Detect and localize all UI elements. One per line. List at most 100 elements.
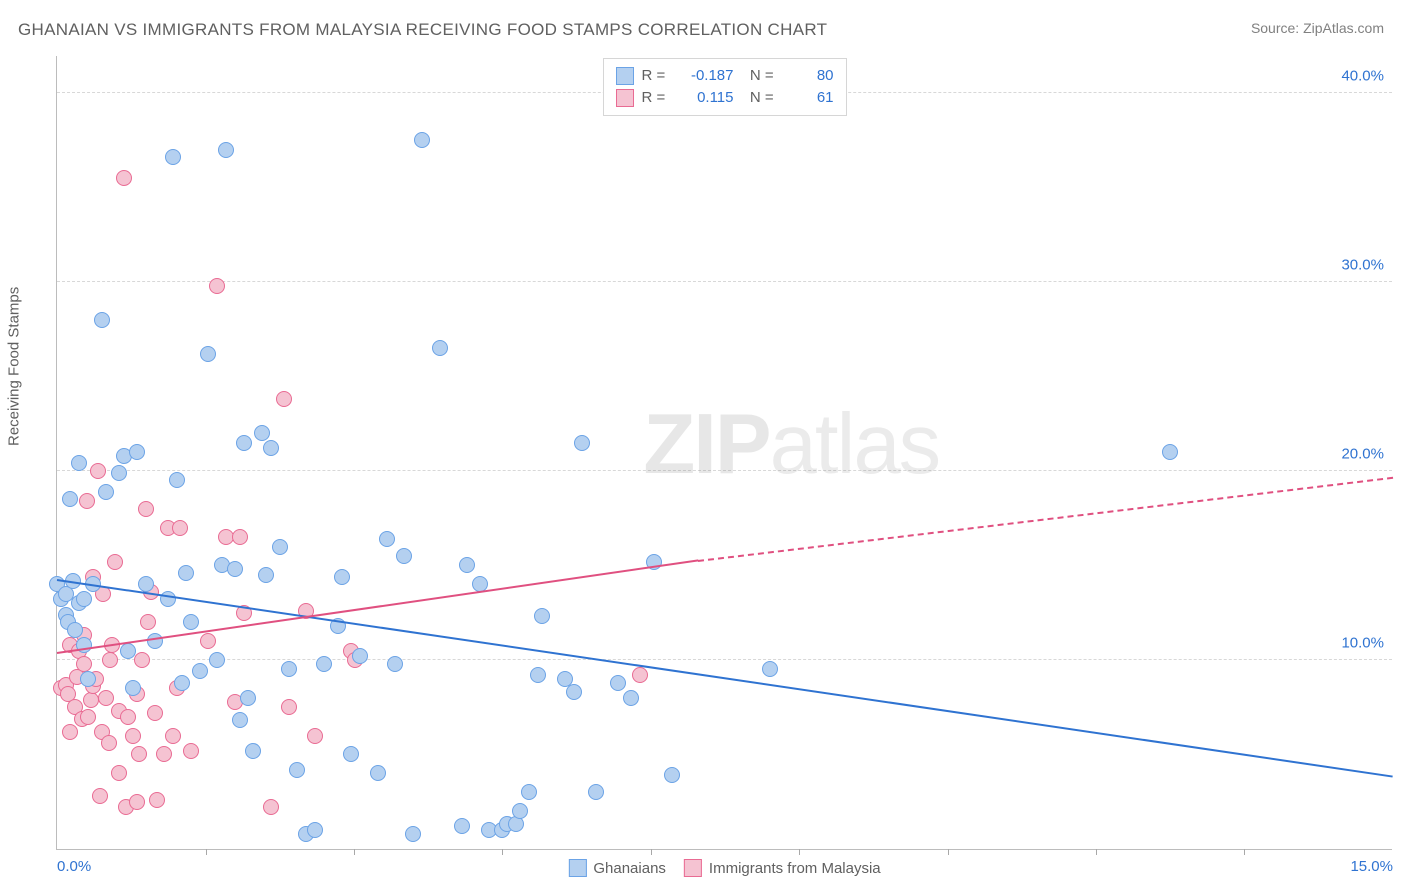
stat-n-value: 80: [784, 65, 834, 87]
data-point: [240, 690, 256, 706]
x-minor-tick: [502, 849, 503, 855]
data-point: [98, 690, 114, 706]
data-point: [111, 765, 127, 781]
data-point: [762, 661, 778, 677]
data-point: [76, 656, 92, 672]
data-point: [62, 724, 78, 740]
data-point: [165, 728, 181, 744]
watermark-zip: ZIP: [643, 397, 769, 492]
data-point: [178, 565, 194, 581]
data-point: [200, 346, 216, 362]
data-point: [62, 491, 78, 507]
y-tick-label: 10.0%: [1341, 634, 1384, 651]
legend-label: Ghanaians: [593, 860, 666, 877]
y-tick-label: 40.0%: [1341, 67, 1384, 84]
data-point: [67, 622, 83, 638]
data-point: [107, 554, 123, 570]
data-point: [174, 675, 190, 691]
data-point: [281, 699, 297, 715]
data-point: [263, 440, 279, 456]
data-point: [258, 567, 274, 583]
x-minor-tick: [354, 849, 355, 855]
data-point: [94, 312, 110, 328]
data-point: [566, 684, 582, 700]
watermark-atlas: atlas: [770, 397, 940, 492]
data-point: [98, 484, 114, 500]
data-point: [111, 465, 127, 481]
data-point: [102, 652, 118, 668]
data-point: [370, 765, 386, 781]
data-point: [120, 709, 136, 725]
data-point: [334, 569, 350, 585]
series-legend: Ghanaians Immigrants from Malaysia: [568, 859, 880, 877]
data-point: [90, 463, 106, 479]
x-minor-tick: [651, 849, 652, 855]
data-point: [307, 728, 323, 744]
regression-extrapolation: [698, 476, 1393, 561]
data-point: [1162, 444, 1178, 460]
data-point: [172, 520, 188, 536]
data-point: [80, 671, 96, 687]
data-point: [138, 501, 154, 517]
legend-swatch: [684, 859, 702, 877]
data-point: [352, 648, 368, 664]
data-point: [129, 444, 145, 460]
x-tick-label: 0.0%: [57, 858, 91, 875]
data-point: [183, 743, 199, 759]
data-point: [236, 435, 252, 451]
source-attribution: Source: ZipAtlas.com: [1251, 20, 1384, 36]
stat-n-label: N =: [742, 87, 776, 109]
stat-r-label: R =: [642, 65, 676, 87]
data-point: [192, 663, 208, 679]
legend-swatch: [568, 859, 586, 877]
legend-item: Immigrants from Malaysia: [684, 859, 881, 877]
data-point: [588, 784, 604, 800]
legend-label: Immigrants from Malaysia: [709, 860, 881, 877]
data-point: [379, 531, 395, 547]
data-point: [632, 667, 648, 683]
data-point: [218, 142, 234, 158]
data-point: [156, 746, 172, 762]
legend-swatch: [616, 89, 634, 107]
data-point: [169, 472, 185, 488]
data-point: [149, 792, 165, 808]
data-point: [131, 746, 147, 762]
gridline: [57, 659, 1392, 660]
data-point: [610, 675, 626, 691]
stat-r-value: -0.187: [684, 65, 734, 87]
data-point: [459, 557, 475, 573]
x-tick-label: 15.0%: [1350, 858, 1393, 875]
stat-n-value: 61: [784, 87, 834, 109]
correlation-legend: R = -0.187 N = 80 R = 0.115 N = 61: [603, 58, 847, 116]
data-point: [263, 799, 279, 815]
data-point: [227, 561, 243, 577]
data-point: [134, 652, 150, 668]
data-point: [116, 170, 132, 186]
data-point: [307, 822, 323, 838]
data-point: [79, 493, 95, 509]
correlation-legend-row: R = -0.187 N = 80: [616, 65, 834, 87]
data-point: [140, 614, 156, 630]
data-point: [101, 735, 117, 751]
stat-n-label: N =: [742, 65, 776, 87]
data-point: [534, 608, 550, 624]
data-point: [530, 667, 546, 683]
data-point: [574, 435, 590, 451]
correlation-legend-row: R = 0.115 N = 61: [616, 87, 834, 109]
chart-container: GHANAIAN VS IMMIGRANTS FROM MALAYSIA REC…: [0, 0, 1406, 892]
legend-swatch: [616, 67, 634, 85]
regression-line: [57, 560, 699, 655]
x-minor-tick: [948, 849, 949, 855]
data-point: [289, 762, 305, 778]
data-point: [454, 818, 470, 834]
data-point: [664, 767, 680, 783]
data-point: [254, 425, 270, 441]
data-point: [623, 690, 639, 706]
data-point: [387, 656, 403, 672]
data-point: [512, 803, 528, 819]
data-point: [276, 391, 292, 407]
y-tick-label: 20.0%: [1341, 445, 1384, 462]
gridline: [57, 281, 1392, 282]
data-point: [343, 746, 359, 762]
data-point: [125, 728, 141, 744]
